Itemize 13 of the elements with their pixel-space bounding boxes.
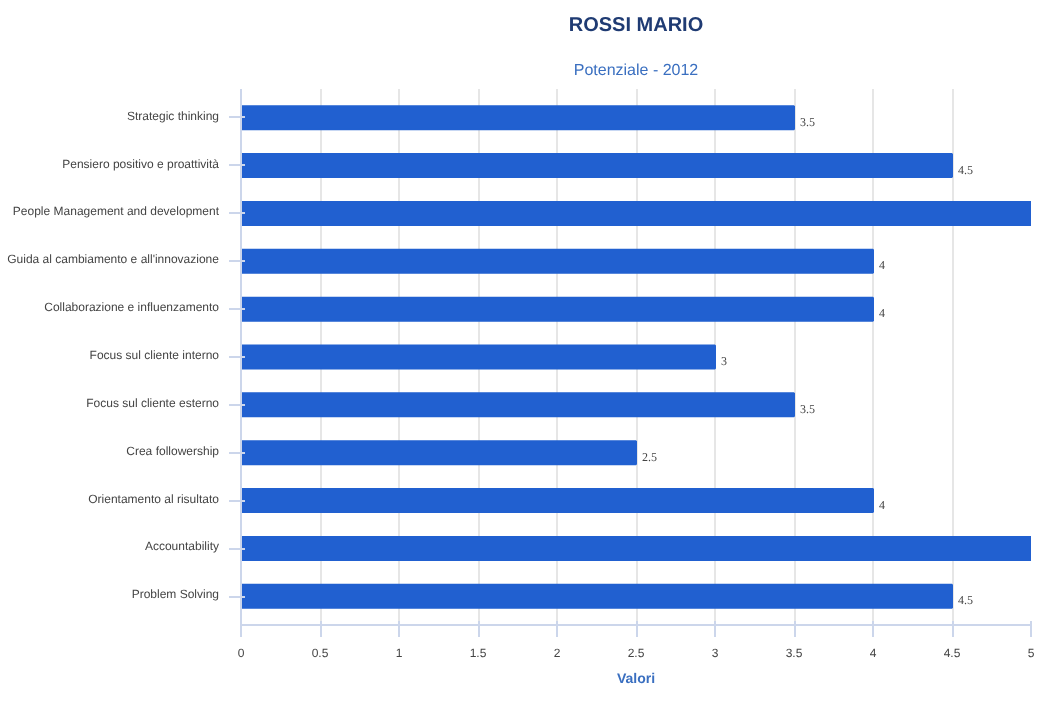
bar <box>241 440 637 466</box>
bar <box>241 200 1031 226</box>
bar <box>241 105 795 131</box>
bar <box>241 248 874 274</box>
bar <box>241 153 953 179</box>
chart-title: ROSSI MARIO <box>568 15 704 37</box>
bar <box>241 535 1031 561</box>
bar <box>241 583 953 609</box>
chart-subtitle: Potenziale - 2012 <box>573 61 700 79</box>
bar <box>241 344 716 370</box>
bar <box>241 296 874 322</box>
bar <box>241 488 874 514</box>
bar <box>241 392 795 418</box>
